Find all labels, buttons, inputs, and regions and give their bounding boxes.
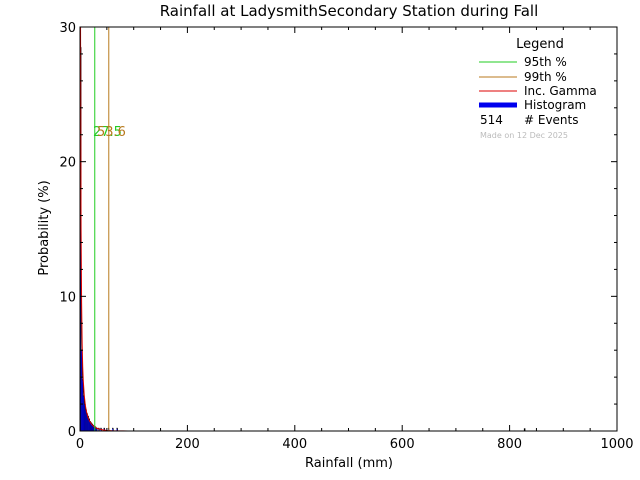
histogram-bar	[83, 395, 85, 431]
histogram-bar	[95, 426, 97, 431]
x-tick-label: 600	[390, 437, 415, 452]
axes: 27.553.6 0 200 400 600 800 1000 0 10 20 30	[59, 21, 633, 452]
histogram-bar	[89, 421, 91, 431]
x-tick-label: 0	[76, 437, 84, 452]
y-tick-label: 0	[68, 425, 76, 440]
histogram-bar	[88, 418, 90, 431]
y-tick-label: 20	[59, 156, 76, 171]
percentile-label-99th: 53.6	[97, 125, 126, 140]
percentile-label-95th: 27.5	[93, 125, 122, 140]
histogram-bar	[112, 428, 114, 431]
histogram-bar	[92, 425, 94, 431]
chart-title: Rainfall at LadysmithSecondary Station d…	[160, 2, 539, 20]
histogram-bar	[98, 428, 100, 431]
histogram-bar	[87, 416, 89, 431]
histogram-bar	[91, 424, 93, 431]
x-tick-label: 200	[175, 437, 200, 452]
histogram-bar	[81, 350, 83, 431]
legend: Legend 95th % 99th % Inc. Gamma Histogra…	[479, 37, 597, 140]
y-tick-label: 10	[59, 290, 76, 305]
legend-label-99th: 99th %	[524, 70, 567, 84]
y-axis-label: Probability (%)	[37, 180, 52, 275]
histogram-bar	[80, 47, 82, 431]
histogram-bar	[85, 409, 87, 431]
x-tick-label: 1000	[600, 437, 633, 452]
histogram-bar	[84, 404, 86, 431]
histogram-bar	[90, 422, 92, 431]
made-on-stamp: Made on 12 Dec 2025	[480, 131, 568, 140]
legend-label-95th: 95th %	[524, 55, 567, 69]
histogram-bar	[116, 428, 118, 431]
legend-events-label: # Events	[524, 113, 579, 127]
legend-title: Legend	[516, 37, 564, 52]
x-axis-label: Rainfall (mm)	[305, 456, 393, 471]
legend-events-count: 514	[480, 113, 503, 127]
y-tick-label: 30	[59, 21, 76, 36]
x-tick-label: 400	[282, 437, 307, 452]
legend-label-histogram: Histogram	[524, 98, 586, 112]
legend-label-gamma: Inc. Gamma	[524, 84, 597, 98]
histogram-bar	[96, 428, 98, 431]
x-tick-label: 800	[497, 437, 522, 452]
plot-content	[80, 27, 617, 431]
histogram-bar	[86, 413, 88, 431]
histogram-bar	[82, 379, 84, 431]
